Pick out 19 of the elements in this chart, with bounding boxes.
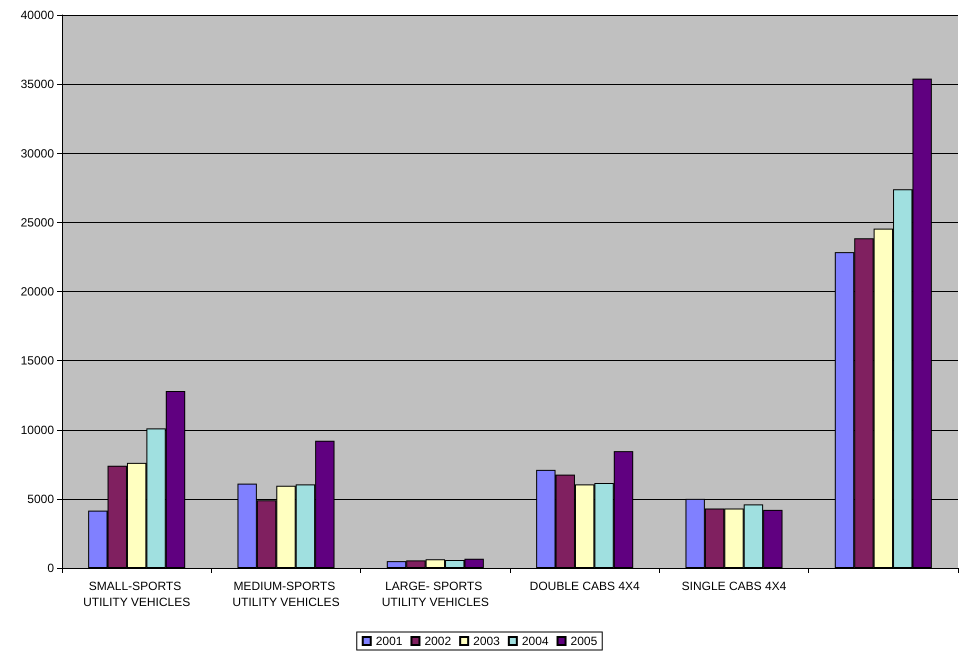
y-tick-label: 35000 [20,77,54,92]
y-tick-label: 30000 [20,146,54,160]
y-tick-label: 0 [47,561,54,575]
y-tick-label: 5000 [27,492,54,506]
legend-label: 2003 [473,634,500,648]
x-tick-label: SMALL-SPORTS UTILITY VEHICLES [83,579,190,609]
y-tick-label: 10000 [20,422,54,437]
x-tick-label: DOUBLE CABS 4X4 [530,579,640,593]
legend-label: 2004 [522,634,549,648]
y-tick-label: 15000 [20,354,54,368]
legend-label: 2002 [424,634,452,648]
y-tick-label: 40000 [20,8,54,22]
x-tick-label: SINGLE CABS 4X4 [682,579,787,593]
x-tick-label: MEDIUM-SPORTS UTILITY VEHICLES [232,579,340,609]
legend-label: 2005 [570,634,598,648]
y-tick-label: 20000 [20,284,54,298]
y-tick-label: 25000 [20,215,54,230]
x-tick-label: LARGE- SPORTS UTILITY VEHICLES [382,579,489,609]
legend-label: 2001 [376,634,403,648]
